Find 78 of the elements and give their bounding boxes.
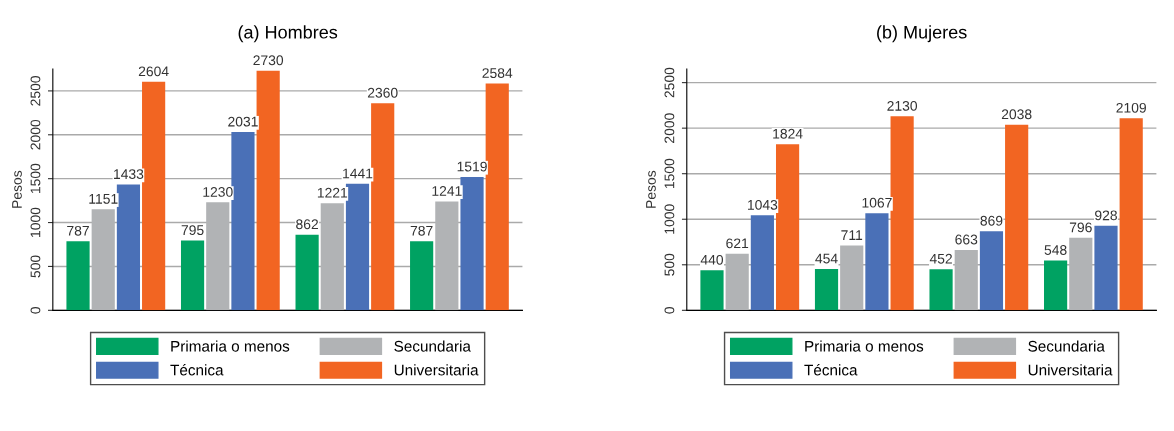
bar <box>865 213 889 311</box>
data-label: 2031 <box>228 116 258 127</box>
bar <box>485 83 509 311</box>
y-axis-title: Pesos <box>12 170 22 208</box>
data-label: 1067 <box>862 197 892 208</box>
data-label: 869 <box>980 215 1003 226</box>
bar <box>142 81 166 311</box>
data-label: 2360 <box>367 87 398 98</box>
chart-title: (b) Mujeres <box>877 25 967 43</box>
data-label: 2604 <box>138 66 169 77</box>
data-label: 862 <box>296 219 318 230</box>
data-label: 1151 <box>89 194 118 204</box>
y-tick-label: 1500 <box>30 163 41 194</box>
legend-label: Técnica <box>170 364 224 376</box>
data-label: 1230 <box>203 187 233 197</box>
data-label: 711 <box>841 230 863 240</box>
chart-title: (a) Hombres <box>238 25 338 43</box>
data-label: 452 <box>929 253 952 264</box>
data-label: 548 <box>1044 245 1067 255</box>
data-label: 787 <box>410 225 433 236</box>
bar <box>1119 118 1143 311</box>
y-tick-label: 2500 <box>664 67 675 98</box>
data-label: 1824 <box>773 128 803 139</box>
y-tick-label: 1500 <box>664 158 675 189</box>
bar <box>410 241 434 311</box>
data-label: 621 <box>726 238 749 249</box>
y-axis-title: Pesos <box>646 170 656 208</box>
data-label: 1433 <box>114 169 144 180</box>
data-label: 2109 <box>1116 102 1146 113</box>
bar <box>460 177 484 311</box>
bar <box>979 231 1004 311</box>
data-label: 440 <box>700 254 724 265</box>
legend-label: Universitaria <box>1028 364 1113 376</box>
legend-label: Secundaria <box>394 340 471 352</box>
y-tick-label: 1000 <box>664 204 675 234</box>
data-label: 454 <box>815 253 838 264</box>
bar <box>371 103 395 311</box>
data-label: 1241 <box>432 186 462 196</box>
bar <box>700 270 724 311</box>
bar <box>929 269 953 311</box>
y-tick-label: 2000 <box>30 119 41 150</box>
bar <box>750 215 774 311</box>
legend-label: Técnica <box>804 364 858 376</box>
bar <box>231 132 255 311</box>
y-tick-label: 0 <box>664 307 675 314</box>
data-label: 1221 <box>317 187 348 198</box>
y-tick-label: 1000 <box>30 207 41 237</box>
data-label: 796 <box>1069 222 1092 233</box>
data-label: 1519 <box>457 161 487 172</box>
bar <box>66 241 90 311</box>
legend-label: Secundaria <box>1028 340 1105 352</box>
data-label: 2584 <box>482 68 513 79</box>
data-label: 663 <box>955 234 978 245</box>
bar <box>890 116 914 311</box>
y-tick-label: 2000 <box>664 113 675 143</box>
y-tick-label: 500 <box>664 253 675 276</box>
bar <box>775 144 800 311</box>
data-label: 2038 <box>1001 109 1032 120</box>
bar <box>256 70 280 311</box>
bar <box>295 234 319 311</box>
data-label: 2130 <box>887 100 918 111</box>
y-tick-label: 0 <box>30 307 41 314</box>
bar <box>180 240 205 311</box>
bar <box>116 184 141 311</box>
y-tick-label: 2500 <box>30 75 41 106</box>
legend-label: Primaria o menos <box>805 340 924 352</box>
data-label: 795 <box>181 225 204 236</box>
bar <box>1094 225 1118 311</box>
data-label: 2730 <box>253 55 284 66</box>
data-label: 928 <box>1095 210 1117 221</box>
legend-label: Primaria o menos <box>171 340 290 352</box>
bar <box>345 183 370 311</box>
y-tick-label: 500 <box>30 255 41 278</box>
data-label: 787 <box>67 225 89 236</box>
data-label: 1043 <box>748 199 778 210</box>
legend-label: Universitaria <box>394 364 479 376</box>
bar <box>1005 124 1029 311</box>
data-label: 1441 <box>343 168 373 179</box>
